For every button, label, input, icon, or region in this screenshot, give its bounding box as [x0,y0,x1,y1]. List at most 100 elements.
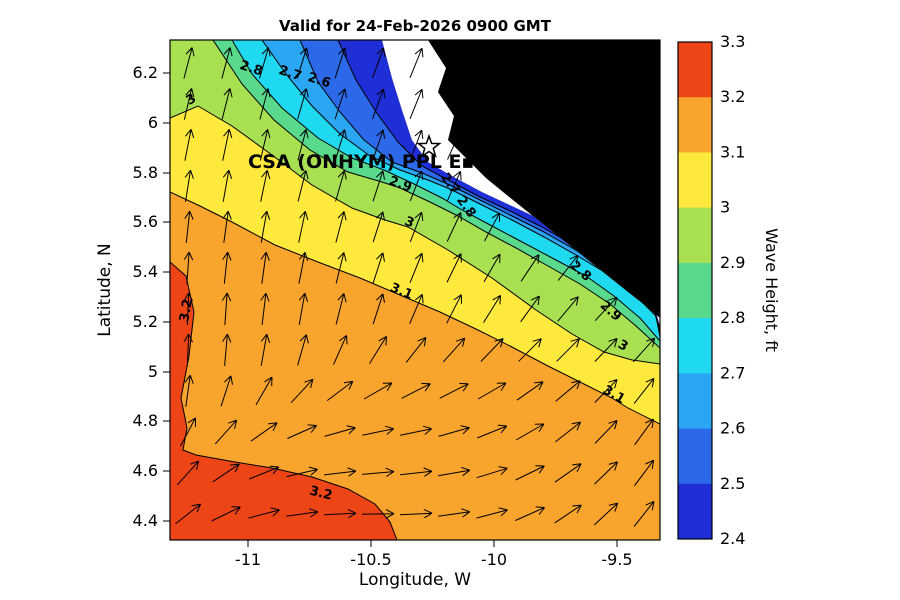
quiver-arrow [183,333,193,367]
contour-line-c26 [299,40,660,333]
quiver-arrow [409,47,424,78]
contour-line-c25 [337,40,660,330]
x-tick-label: -9.5 [601,550,632,569]
quiver-arrow [516,381,544,401]
quiver-arrow [335,252,347,284]
quiver-arrow [594,379,618,403]
quiver-arrow [221,47,233,79]
quiver-arrow [260,169,271,202]
quiver-arrow [369,335,387,364]
quiver-arrow [594,461,618,485]
quiver-arrow [176,460,200,486]
colorbar-tick-label: 2.9 [720,253,745,272]
quiver-arrow [372,293,385,325]
plot-title: Valid for 24-Feb-2026 0900 GMT [279,17,552,35]
y-tick-label: 4.4 [133,511,158,530]
quiver-arrow [323,508,357,519]
quiver-arrow [184,169,194,202]
contour-line-layer [170,40,660,540]
quiver-arrow [335,170,347,202]
quiver-arrow [633,377,655,404]
quiver-arrow [405,336,427,363]
colorbar-tick-label: 2.4 [720,529,745,548]
x-tick-label: -10.5 [350,550,391,569]
quiver-arrow [556,338,580,362]
quiver-arrow [221,88,233,120]
colorbar-segment [678,152,712,209]
quiver-arrow [335,293,347,325]
quiver-arrow [633,500,655,527]
colorbar-segments [678,42,712,540]
quiver-arrow [401,383,431,399]
colorbar-tick-label: 3.1 [720,142,745,161]
contour-line-c27 [261,40,660,338]
quiver-arrow [334,129,347,161]
quiver-arrow [483,253,501,283]
y-tick-label: 4.8 [133,411,158,430]
quiver-arrow [409,88,424,119]
quiver-arrow [222,251,232,284]
quiver-arrow [557,254,579,281]
quiver-arrow [184,374,194,407]
quiver-arrow [594,296,618,322]
quiver-arrow [298,210,309,243]
colorbar-segment [678,262,712,319]
quiver-arrow [447,171,462,201]
quiver-arrow [447,130,462,160]
quiver-arrow [297,88,309,120]
quiver-arrow [477,424,508,439]
quiver-arrow [297,129,309,161]
colorbar-segment [678,42,712,98]
quiver-arrow [634,459,655,487]
colorbar-tick-label: 3.2 [720,87,745,106]
quiver-arrow [554,504,582,524]
contour-label: 3.2 [177,298,196,323]
colorbar-label: Wave Height, ft [762,228,781,352]
quiver-arrow [515,506,545,521]
colorbar-segment [678,373,712,430]
quiver-arrow [446,294,462,324]
quiver-arrow [632,337,656,363]
quiver-arrow [183,292,193,326]
quiver-arrow [287,424,317,439]
quiver-arrow [212,463,240,483]
quiver-arrow [334,47,347,79]
quiver-arrow [372,170,385,202]
band-green-2.9-3.0 [170,40,660,364]
quiver-arrow [399,508,433,519]
quiver-arrow [363,382,393,400]
contour-line-c29 [212,40,660,349]
x-tick-label: -10 [481,550,507,569]
colorbar-tick-label: 2.8 [720,308,745,327]
quiver-arrow [555,421,582,443]
quiver-arrow [260,333,271,366]
quiver-arrow [222,169,233,202]
quiver-arrow [438,508,471,518]
quiver-arrow [438,425,470,437]
quiver-arrow [520,254,540,282]
quiver-arrow [593,502,619,526]
quiver-arrow [222,333,232,366]
colorbar-segment [678,318,712,374]
plot-border [169,39,661,541]
x-tick-label: -11 [235,550,261,569]
contour-label: 2.8 [238,58,265,79]
colorbar-segment [678,483,712,540]
band-blue-2.5-2.6 [300,40,660,332]
quiver-arrow [594,338,618,362]
quiver-arrow [484,212,500,242]
band-yellow-3.0-3.1 [170,106,660,424]
y-tick-label: 5 [148,362,158,381]
y-axis-ticks: 6.2 6 5.8 5.6 5.4 5.2 5 4.8 4.6 4.4 [133,63,170,530]
quiver-arrow [183,47,195,79]
quiver-arrow-layer [175,47,656,527]
quiver-arrow [554,463,582,483]
contour-line-c31 [170,191,660,425]
quiver-arrow [175,503,202,525]
quiver-arrow [477,382,507,400]
quiver-arrow [557,296,579,322]
quiver-arrow [442,337,466,363]
quiver-arrow [250,422,278,442]
y-tick-label: 5.4 [133,262,158,281]
quiver-arrow [184,128,195,161]
